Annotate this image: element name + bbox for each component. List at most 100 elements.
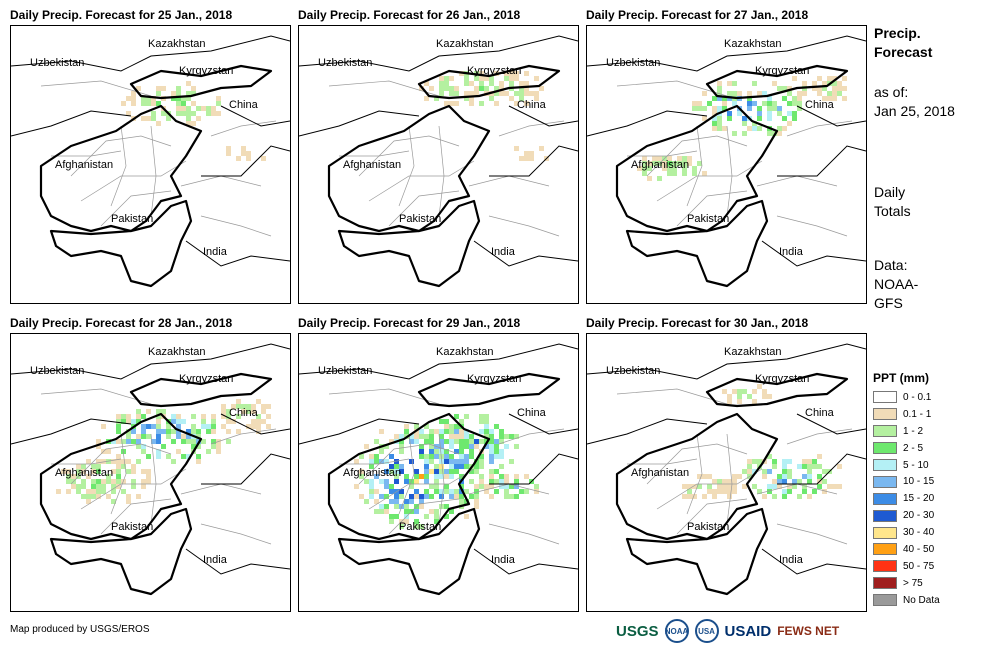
precip-cell xyxy=(116,479,121,484)
country-label-kyrgyzstan: Kyrgyzstan xyxy=(179,373,233,385)
precip-cell xyxy=(449,86,454,91)
precip-legend: PPT (mm) 0 - 0.1 0.1 - 1 1 - 2 2 - 5 5 - 10 1… xyxy=(873,371,978,609)
precip-cell xyxy=(464,499,469,504)
precip-cell xyxy=(166,429,171,434)
afghanistan-outline xyxy=(327,412,491,541)
precip-cell xyxy=(434,464,439,469)
precip-cell xyxy=(817,464,822,469)
precip-cell xyxy=(782,494,787,499)
precip-cell xyxy=(807,469,812,474)
precip-cell xyxy=(181,106,186,111)
precip-cell xyxy=(449,509,454,514)
region-map: Kazakhstan Uzbekistan Kyrgyzstan China Afgha… xyxy=(299,35,578,288)
precip-cell xyxy=(399,444,404,449)
precip-cell xyxy=(434,449,439,454)
province-line xyxy=(646,135,748,177)
precip-cell xyxy=(384,479,389,484)
precip-cell xyxy=(499,449,504,454)
precip-cell xyxy=(156,409,161,414)
precip-cell xyxy=(827,484,832,489)
province-line xyxy=(646,443,748,485)
precip-cell xyxy=(494,444,499,449)
precip-cell xyxy=(111,439,116,444)
precip-cell xyxy=(424,474,429,479)
province-line xyxy=(627,150,698,157)
precip-cell xyxy=(454,86,459,91)
precip-cell xyxy=(434,484,439,489)
country-label-uzbekistan: Uzbekistan xyxy=(318,57,372,69)
map-frame: Kazakhstan Uzbekistan Kyrgyzstan China Afgha… xyxy=(10,25,291,304)
precip-cell xyxy=(131,429,136,434)
precip-cell xyxy=(151,439,156,444)
country-label-uzbekistan: Uzbekistan xyxy=(606,365,660,377)
precip-cell xyxy=(752,81,757,86)
precip-cell xyxy=(742,121,747,126)
precip-cell xyxy=(196,459,201,464)
precip-cell xyxy=(474,484,479,489)
precip-cell xyxy=(802,474,807,479)
province-boundaries xyxy=(40,80,277,237)
precip-cell xyxy=(439,91,444,96)
precip-cell xyxy=(439,429,444,434)
precip-cell xyxy=(727,489,732,494)
precip-cell xyxy=(369,459,374,464)
legend-item: 30 - 40 xyxy=(873,524,978,541)
precip-cell xyxy=(534,91,539,96)
precip-cell xyxy=(186,111,191,116)
precip-cell xyxy=(419,429,424,434)
precip-cell xyxy=(712,96,717,101)
as-of-date: as of: Jan 25, 2018 xyxy=(874,83,955,121)
precip-cell xyxy=(161,111,166,116)
border-line xyxy=(11,343,290,380)
precip-cell xyxy=(752,399,757,404)
precip-cell xyxy=(474,494,479,499)
precip-cell xyxy=(216,96,221,101)
legend-label: 50 - 75 xyxy=(903,560,935,572)
map-frame: Kazakhstan Uzbekistan Kyrgyzstan China Afgha… xyxy=(298,25,579,304)
precip-cell xyxy=(166,434,171,439)
precip-cell xyxy=(116,459,121,464)
focus-region-outline xyxy=(327,64,561,288)
precip-cell xyxy=(384,459,389,464)
precip-cell xyxy=(246,151,251,156)
precip-cell xyxy=(454,101,459,106)
precip-cell xyxy=(81,479,86,484)
precip-cell xyxy=(504,489,509,494)
precip-cell xyxy=(131,96,136,101)
precip-cell xyxy=(667,166,672,171)
precip-cell xyxy=(802,489,807,494)
precip-cell xyxy=(737,474,742,479)
map-frame: Kazakhstan Uzbekistan Kyrgyzstan China Afgha… xyxy=(298,333,579,612)
precip-cell xyxy=(489,429,494,434)
precip-cell xyxy=(519,489,524,494)
precip-cell xyxy=(737,91,742,96)
precip-cell xyxy=(459,454,464,459)
precip-cell xyxy=(712,121,717,126)
precip-cell xyxy=(429,454,434,459)
border-line xyxy=(473,548,578,575)
precip-cell xyxy=(384,484,389,489)
precip-cell xyxy=(757,489,762,494)
province-line xyxy=(358,135,460,177)
precip-cell xyxy=(762,394,767,399)
province-line xyxy=(100,190,172,227)
precip-cell xyxy=(449,459,454,464)
province-line xyxy=(468,175,550,187)
precip-cell xyxy=(842,86,847,91)
precip-cell xyxy=(494,86,499,91)
precip-cell xyxy=(647,161,652,166)
precip-cell xyxy=(449,489,454,494)
precip-cell xyxy=(449,91,454,96)
precip-cell xyxy=(66,489,71,494)
precip-cell xyxy=(489,474,494,479)
precip-cell xyxy=(807,459,812,464)
precip-cell xyxy=(752,484,757,489)
precip-cell xyxy=(151,111,156,116)
fews-net-logo: FEWS NET xyxy=(777,624,840,638)
country-label-kazakhstan: Kazakhstan xyxy=(148,346,205,358)
precip-cell xyxy=(807,474,812,479)
precip-cell xyxy=(832,86,837,91)
precip-cell xyxy=(534,489,539,494)
legend-swatch xyxy=(873,475,897,488)
precip-cell xyxy=(459,464,464,469)
